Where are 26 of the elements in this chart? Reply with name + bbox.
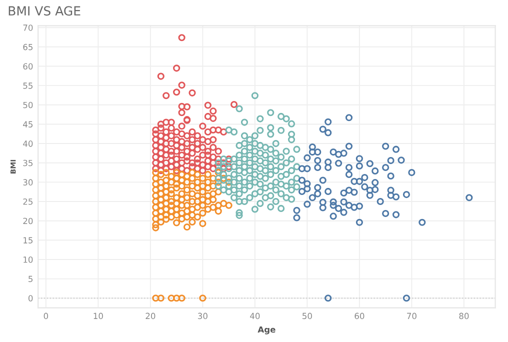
y-tick-label: 5	[28, 276, 33, 282]
y-tick-label: 25	[23, 198, 33, 205]
y-tick-label: 70	[23, 24, 33, 31]
chart-title: BMI VS AGE	[8, 6, 80, 16]
x-tick-label: 0	[44, 312, 48, 320]
y-tick-label: 40	[23, 140, 33, 147]
x-tick-label: 70	[407, 312, 416, 320]
y-tick-label: 15	[24, 237, 33, 244]
x-tick-label: 80	[459, 312, 469, 320]
x-axis-title: Age	[258, 326, 276, 334]
x-tick-label: 10	[94, 312, 103, 320]
x-tick-label: 20	[146, 312, 156, 320]
x-tick-label: 60	[354, 312, 364, 320]
x-tick-label: 30	[198, 312, 208, 320]
y-tick-label: 50	[23, 102, 33, 108]
y-tick-label: 55	[23, 82, 33, 89]
x-tick-label: 50	[302, 312, 312, 320]
y-tick-label: 35	[23, 160, 33, 166]
y-tick-label: 0	[28, 295, 33, 302]
y-tick-label: 65	[23, 44, 33, 50]
y-tick-label: 30	[23, 179, 33, 186]
y-tick-label: 60	[23, 63, 33, 70]
y-tick-label: 45	[23, 121, 33, 128]
y-tick-label: 20	[23, 218, 33, 224]
x-tick-label: 40	[250, 312, 260, 320]
y-tick-label: 10	[24, 256, 33, 263]
